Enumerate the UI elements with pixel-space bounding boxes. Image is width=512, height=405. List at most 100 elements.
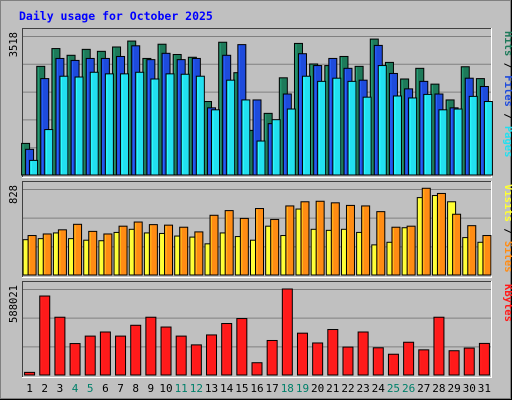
day-label: 26: [402, 382, 415, 395]
hits-bar-pages: [453, 108, 463, 176]
day-label: 13: [205, 382, 218, 395]
visits-bar-sites: [391, 226, 401, 276]
visits-bar-sites: [255, 208, 264, 276]
visits-bar-sites: [224, 210, 234, 276]
hits-legend-pages: Pages: [502, 126, 512, 158]
hits-bar-pages: [74, 76, 84, 176]
visits-legend-separator: /: [502, 222, 512, 241]
hits-bar-pages: [241, 99, 251, 176]
visits-bar-sites: [270, 218, 280, 276]
kbytes-bar-kbytes: [84, 335, 96, 376]
visits-bar-sites: [315, 200, 325, 276]
hits-bar-pages: [165, 73, 175, 176]
visits-bar-sites: [421, 187, 431, 276]
day-label: 14: [220, 382, 234, 395]
hits-bar-pages: [104, 73, 114, 176]
day-label: 1: [26, 382, 33, 395]
day-label: 24: [372, 382, 386, 395]
kbytes-bar-kbytes: [160, 326, 172, 376]
day-label: 19: [296, 382, 309, 395]
kbytes-bar-kbytes: [221, 323, 233, 376]
kbytes-bar-kbytes: [99, 331, 111, 376]
hits-legend-separator: /: [502, 56, 512, 75]
hits-bar-pages: [301, 75, 311, 176]
day-label: 20: [311, 382, 324, 395]
hits-bar-pages: [438, 109, 448, 176]
day-label: 25: [387, 382, 400, 395]
kbytes-legend-kbytes: KBytes: [502, 284, 512, 322]
hits-bar-pages: [408, 97, 418, 176]
visits-bar-sites: [164, 224, 174, 276]
hits-bar-pages: [89, 71, 99, 176]
kbytes-bar-kbytes: [145, 316, 157, 376]
visits-bar-sites: [330, 202, 340, 276]
hits-bar-pages: [423, 93, 433, 176]
hits-bar-pages: [347, 80, 357, 176]
chart-title: Daily usage for October 2025: [19, 9, 213, 23]
kbytes-bar-kbytes: [433, 316, 445, 376]
day-label: 18: [281, 382, 294, 395]
day-label: 5: [87, 382, 94, 395]
day-label: 9: [148, 382, 155, 395]
kbytes-bar-kbytes: [327, 329, 339, 376]
day-label: 12: [190, 382, 203, 395]
kbytes-bar-kbytes: [448, 350, 460, 376]
kbytes-bar-kbytes: [463, 347, 475, 376]
kbytes-bar-kbytes: [296, 332, 308, 376]
day-label: 15: [235, 382, 248, 395]
kbytes-bar-kbytes: [281, 288, 293, 376]
kbytes-bar-kbytes: [39, 295, 51, 376]
visits-bar-sites: [482, 235, 492, 276]
kbytes-bar-kbytes: [175, 335, 187, 376]
visits-bar-sites: [88, 230, 98, 276]
hits-bar-pages: [332, 77, 342, 176]
day-label: 10: [159, 382, 172, 395]
day-label: 17: [266, 382, 279, 395]
visits-bar-sites: [103, 233, 113, 276]
hits-side-legend: Hits / Files / Pages: [502, 31, 512, 157]
day-label: 4: [72, 382, 79, 395]
day-label: 16: [250, 382, 263, 395]
visits-bar-sites: [452, 213, 462, 276]
visits-bar-sites: [300, 201, 310, 276]
visits-bar-sites: [239, 217, 249, 276]
hits-legend-separator: /: [502, 107, 512, 126]
visits-bar-sites: [179, 226, 189, 276]
hits-bar-pages: [120, 73, 130, 176]
day-label: 8: [132, 382, 139, 395]
hits-bar-pages: [44, 129, 54, 176]
visits-max-label: 828: [8, 185, 20, 204]
day-label: 27: [417, 382, 430, 395]
visits-bar-sites: [118, 225, 128, 276]
kbytes-bar-kbytes: [130, 324, 142, 376]
day-label: 6: [102, 382, 109, 395]
visits-bar-sites: [436, 192, 446, 276]
kbytes-bar-kbytes: [54, 316, 66, 376]
visits-bar-sites: [73, 223, 83, 276]
day-label: 22: [341, 382, 354, 395]
visits-bar-sites: [361, 205, 371, 276]
hits-bar-pages: [362, 96, 372, 176]
kbytes-bar-kbytes: [372, 347, 384, 376]
hits-bar-pages: [226, 79, 236, 176]
kbytes-bar-kbytes: [387, 353, 399, 376]
hits-bar-pages: [317, 80, 327, 176]
day-label: 23: [357, 382, 370, 395]
visits-bar-sites: [194, 231, 204, 276]
kbytes-side-legend: KBytes: [502, 284, 512, 322]
visits-bar-sites: [467, 225, 477, 276]
visits-legend-sites: Sites: [502, 241, 512, 273]
hits-bar-pages: [392, 95, 402, 176]
kbytes-bar-kbytes: [24, 371, 36, 376]
visits-bar-sites: [406, 225, 416, 276]
day-label: 3: [57, 382, 64, 395]
day-label: 7: [117, 382, 124, 395]
hits-legend-files: Files: [502, 75, 512, 107]
kbytes-bar-kbytes: [266, 339, 278, 376]
kbytes-max-label: 588021: [8, 285, 20, 323]
hits-bar-pages: [135, 71, 145, 176]
day-label: 31: [478, 382, 491, 395]
